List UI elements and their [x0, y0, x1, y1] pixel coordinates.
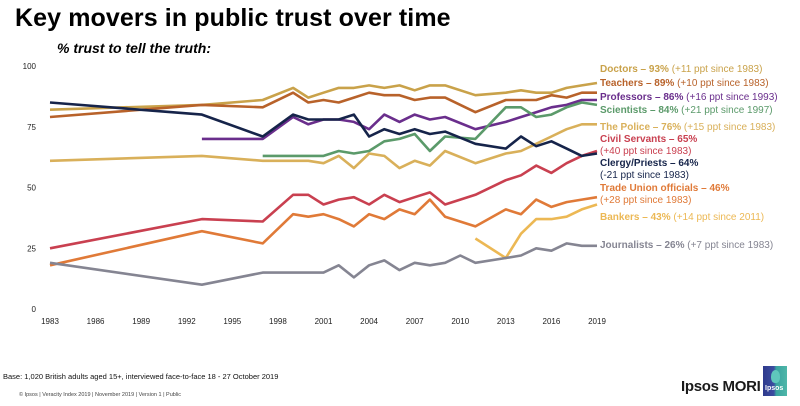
x-tick-label: 1998: [269, 317, 287, 326]
x-tick-label: 1995: [223, 317, 241, 326]
legend-label: Civil Servants – 65%: [600, 134, 698, 145]
legend-item-civil-servants: Civil Servants – 65% (+40 ppt since 1983): [600, 134, 697, 158]
legend-item-professors: Professors – 86% (+16 ppt since 1993): [600, 92, 778, 104]
chart-subtitle: % trust to tell the truth:: [57, 40, 211, 56]
legend-item-teachers: Teachers – 89% (+10 ppt since 1983): [600, 78, 769, 90]
x-tick-label: 2016: [543, 317, 561, 326]
legend-label: Clergy/Priests – 64%: [600, 158, 699, 169]
x-axis-ticks: 1983 1986 1989 1992 1995 1998 2001 2004 2007 2010…: [41, 317, 606, 326]
legend-change: (+14 ppt since 2011): [670, 212, 765, 223]
x-tick-label: 2004: [360, 317, 378, 326]
legend-item-journalists: Journalists – 26% (+7 ppt since 1983): [600, 240, 773, 252]
page-title: Key movers in public trust over time: [15, 4, 451, 32]
x-tick-label: 2010: [451, 317, 469, 326]
y-tick-label: 0: [32, 305, 37, 314]
legend-change: (+16 ppt since 1993): [683, 92, 778, 103]
ipsos-logo-icon: Ipsos: [763, 366, 787, 396]
legend-label: Doctors – 93%: [600, 64, 669, 75]
series-line-professors: [201, 98, 597, 141]
legend-change: (-21 ppt since 1983): [600, 170, 689, 181]
legend-item-the-police: The Police – 76% (+15 ppt since 1983): [600, 122, 775, 134]
brand-name: Ipsos MORI: [681, 378, 761, 395]
series-lines: [49, 81, 598, 287]
series-line-doctors: [49, 81, 598, 111]
logo-head-shape: [771, 370, 780, 383]
series-line-the-police: [49, 123, 597, 170]
x-tick-label: 1986: [87, 317, 105, 326]
legend-change: (+7 ppt since 1983): [684, 240, 774, 251]
legend-item-doctors: Doctors – 93% (+11 ppt since 1983): [600, 64, 762, 76]
legend-change: (+28 ppt since 1983): [600, 195, 692, 206]
x-tick-label: 2007: [406, 317, 424, 326]
x-tick-label: 1992: [178, 317, 196, 326]
legend-item-trade-union-officials: Trade Union officials – 46% (+28 ppt sinc…: [600, 183, 729, 207]
series-line-civil-servants: [49, 149, 598, 250]
x-tick-label: 1983: [41, 317, 59, 326]
series-line-scientists: [262, 101, 598, 158]
series-line-bankers: [474, 203, 598, 260]
legend-change: (+15 ppt since 1983): [681, 122, 776, 133]
base-note: Base: 1,020 British adults aged 15+, int…: [3, 372, 279, 381]
legend-item-scientists: Scientists – 84% (+21 ppt since 1997): [600, 105, 773, 117]
legend-label: Bankers – 43%: [600, 212, 671, 223]
legend-label: Trade Union officials – 46%: [600, 183, 730, 194]
legend-label: Journalists – 26%: [600, 240, 685, 251]
legend-label: Teachers – 89%: [600, 78, 675, 89]
y-tick-label: 100: [23, 62, 37, 71]
x-tick-label: 2013: [497, 317, 515, 326]
x-tick-label: 1989: [132, 317, 150, 326]
series-line-clergy-priests: [49, 101, 598, 158]
y-tick-label: 75: [27, 123, 36, 132]
y-axis-ticks: 0 25 50 75 100: [23, 62, 37, 314]
series-line-teachers: [49, 91, 597, 119]
y-tick-label: 25: [27, 244, 36, 253]
legend-change: (+11 ppt since 1983): [668, 64, 763, 75]
legend-change: (+21 ppt since 1997): [678, 105, 773, 116]
legend-item-bankers: Bankers – 43% (+14 ppt since 2011): [600, 212, 764, 224]
legend-label: The Police – 76%: [600, 122, 682, 133]
series-line-journalists: [49, 242, 597, 287]
copyright-note: © Ipsos | Veracity Index 2019 | November…: [19, 392, 182, 398]
legend-label: Scientists – 84%: [600, 105, 679, 116]
legend-label: Professors – 86%: [600, 92, 684, 103]
legend-change: (+40 ppt since 1983): [600, 146, 692, 157]
y-tick-label: 50: [27, 184, 36, 193]
x-tick-label: 2019: [588, 317, 606, 326]
legend-item-clergy-priests: Clergy/Priests – 64% (-21 ppt since 1983): [600, 158, 698, 182]
series-line-trade-union-officials: [49, 195, 598, 267]
logo-text: Ipsos: [765, 385, 784, 392]
x-tick-label: 2001: [315, 317, 333, 326]
legend-change: (+10 ppt since 1983): [674, 78, 769, 89]
